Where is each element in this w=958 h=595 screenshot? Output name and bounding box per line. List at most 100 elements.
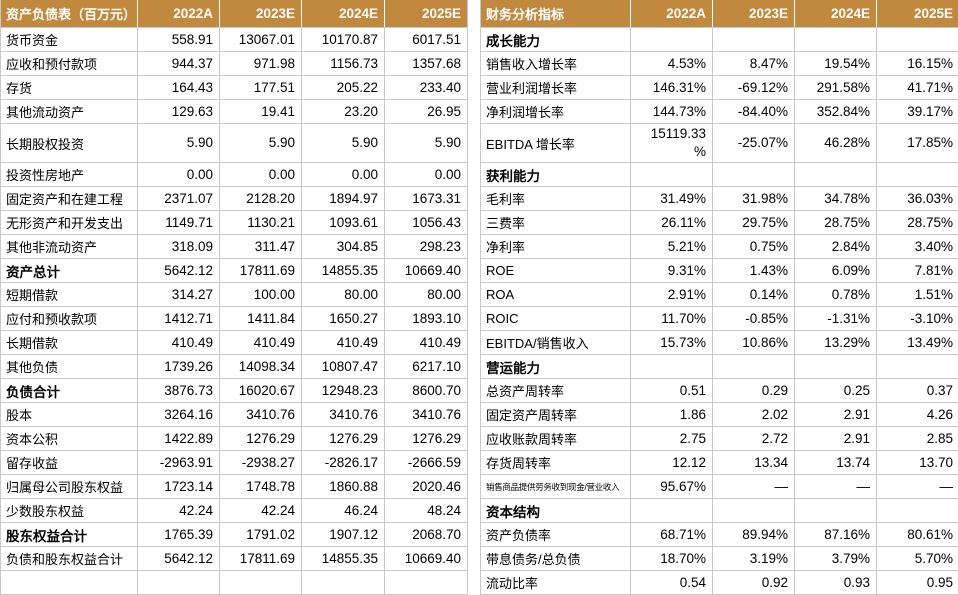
row-label: ROA: [481, 283, 631, 307]
cell-value: 164.43: [138, 76, 220, 100]
cell-value: 0.29: [713, 379, 795, 403]
cell-value: 16020.67: [220, 379, 302, 403]
cell-value: 87.16%: [795, 523, 877, 547]
cell-value: 4.26: [877, 403, 958, 427]
cell-value: 233.40: [385, 76, 468, 100]
cell-value: 1.51%: [877, 283, 958, 307]
cell-value: 80.00: [302, 283, 385, 307]
cell-value: 6217.10: [385, 355, 468, 379]
cell-value: 5.90: [220, 124, 302, 163]
cell-value: 1739.26: [138, 355, 220, 379]
cell-value: 1893.10: [385, 307, 468, 331]
row-label: ROE: [481, 259, 631, 283]
row-label: 净利润增长率: [481, 100, 631, 124]
cell-value: 42.24: [220, 499, 302, 523]
cell-value: [220, 571, 302, 595]
cell-value: 8.47%: [713, 52, 795, 76]
cell-value: 3876.73: [138, 379, 220, 403]
cell-value: 14098.34: [220, 355, 302, 379]
cell-value: 10807.47: [302, 355, 385, 379]
cell-value: [877, 355, 958, 379]
cell-value: 1748.78: [220, 475, 302, 499]
cell-value: 0.14%: [713, 283, 795, 307]
cell-value: 410.49: [385, 331, 468, 355]
row-label: 存货: [1, 76, 138, 100]
row-label: EBITDA/销售收入: [481, 331, 631, 355]
row-label: 负债和股东权益合计: [1, 547, 138, 571]
cell-value: [385, 571, 468, 595]
cell-value: 80.61%: [877, 523, 958, 547]
cell-value: -69.12%: [713, 76, 795, 100]
cell-value: 1422.89: [138, 427, 220, 451]
row-label: 应收账款周转率: [481, 427, 631, 451]
cell-value: 13.49%: [877, 331, 958, 355]
row-label: 应收和预付款项: [1, 52, 138, 76]
cell-value: 3410.76: [220, 403, 302, 427]
cell-value: 2.02: [713, 403, 795, 427]
cell-value: 0.00: [138, 163, 220, 187]
cell-value: 41.71%: [877, 76, 958, 100]
financial-indicators-table: 财务分析指标 2022A 2023E 2024E 2025E 成长能力销售收入增…: [480, 0, 958, 595]
cell-value: 5.90: [385, 124, 468, 163]
cell-value: [713, 28, 795, 52]
row-label: 销售商品提供劳务收到现金/营业收入: [481, 475, 631, 499]
cell-value: 26.11%: [631, 211, 713, 235]
cell-value: 14855.35: [302, 547, 385, 571]
cell-value: [631, 355, 713, 379]
cell-value: 0.95: [877, 571, 958, 595]
cell-value: 5.70%: [877, 547, 958, 571]
cell-value: 0.92: [713, 571, 795, 595]
cell-value: -0.85%: [713, 307, 795, 331]
cell-value: 1791.02: [220, 523, 302, 547]
cell-value: 17.85%: [877, 124, 958, 163]
cell-value: 2020.46: [385, 475, 468, 499]
cell-value: 0.93: [795, 571, 877, 595]
cell-value: 10669.40: [385, 547, 468, 571]
column-header-2023e: 2023E: [220, 0, 302, 28]
cell-value: 19.54%: [795, 52, 877, 76]
cell-value: 971.98: [220, 52, 302, 76]
row-label: 应付和预收款项: [1, 307, 138, 331]
cell-value: 0.51: [631, 379, 713, 403]
cell-value: 352.84%: [795, 100, 877, 124]
cell-value: 146.31%: [631, 76, 713, 100]
row-label: 流动比率: [481, 571, 631, 595]
balance-sheet-title: 资产负债表（百万元）: [1, 0, 138, 28]
cell-value: 12948.23: [302, 379, 385, 403]
row-label: EBITDA 增长率: [481, 124, 631, 163]
cell-value: 29.75%: [713, 211, 795, 235]
cell-value: 177.51: [220, 76, 302, 100]
row-label: 三费率: [481, 211, 631, 235]
cell-value: 0.75%: [713, 235, 795, 259]
cell-value: 5.21%: [631, 235, 713, 259]
cell-value: 2128.20: [220, 187, 302, 211]
section-row: 营运能力: [481, 355, 958, 379]
cell-value: 34.78%: [795, 187, 877, 211]
cell-value: 1650.27: [302, 307, 385, 331]
cell-value: -25.07%: [713, 124, 795, 163]
cell-value: 944.37: [138, 52, 220, 76]
cell-value: —: [713, 475, 795, 499]
cell-value: 0.00: [302, 163, 385, 187]
cell-value: 2.91: [795, 427, 877, 451]
cell-value: 3264.16: [138, 403, 220, 427]
row-label: 成长能力: [481, 28, 631, 52]
cell-value: [713, 163, 795, 187]
cell-value: 1149.71: [138, 211, 220, 235]
cell-value: 2371.07: [138, 187, 220, 211]
row-label: 资本结构: [481, 499, 631, 523]
cell-value: 13.29%: [795, 331, 877, 355]
cell-value: 15.73%: [631, 331, 713, 355]
cell-value: 2.91%: [631, 283, 713, 307]
row-label: 货币资金: [1, 28, 138, 52]
cell-value: 0.00: [385, 163, 468, 187]
